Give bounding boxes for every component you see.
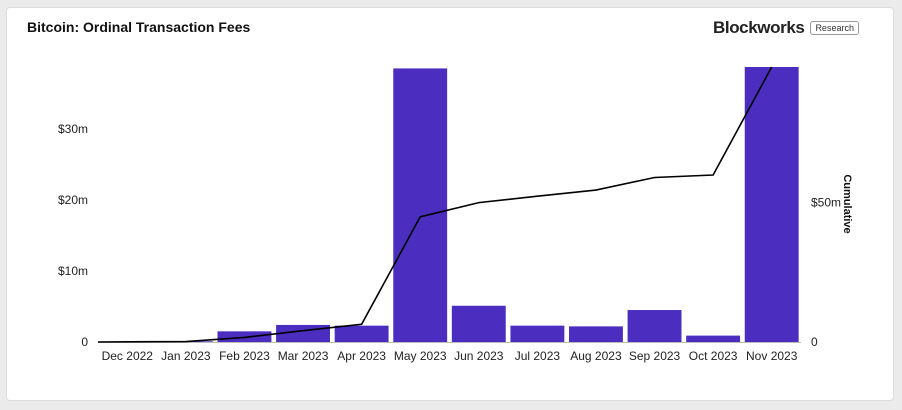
x-tick-label: May 2023 (394, 349, 447, 363)
right-y-tick-label: $50m (811, 195, 841, 209)
x-tick-label: Oct 2023 (689, 349, 738, 363)
left-y-tick-label: $30m (58, 122, 88, 136)
left-y-tick-label: $10m (58, 264, 88, 278)
bar-jul-2023 (510, 325, 565, 342)
research-badge: Research (810, 21, 859, 35)
bar-jun-2023 (451, 305, 506, 342)
left-y-tick-label: $20m (58, 193, 88, 207)
bar-oct-2023 (686, 335, 741, 342)
right-axis-title: Cumulative (841, 174, 853, 233)
right-y-tick-label: 0 (811, 335, 818, 349)
x-tick-label: Dec 2022 (102, 349, 154, 363)
x-tick-label: Feb 2023 (219, 349, 270, 363)
chart-title: Bitcoin: Ordinal Transaction Fees (27, 19, 251, 35)
left-y-tick-label: 0 (81, 335, 88, 349)
x-tick-label: Nov 2023 (746, 349, 798, 363)
brand-name: Blockworks (713, 18, 805, 37)
x-tick-label: Jun 2023 (454, 349, 504, 363)
bar-aug-2023 (569, 326, 623, 342)
bar-nov-2023 (744, 67, 799, 342)
x-tick-label: Jul 2023 (515, 349, 561, 363)
x-tick-label: Sep 2023 (629, 349, 681, 363)
bar-may-2023 (393, 68, 448, 342)
x-tick-label: Aug 2023 (570, 349, 622, 363)
x-tick-label: Jan 2023 (161, 349, 211, 363)
brand-logo: Blockworks Research (713, 19, 859, 37)
x-tick-label: Apr 2023 (337, 349, 386, 363)
cumulative-line (97, 66, 773, 343)
bar-apr-2023 (334, 325, 389, 342)
x-tick-label: Mar 2023 (278, 349, 329, 363)
bar-sep-2023 (627, 310, 682, 342)
